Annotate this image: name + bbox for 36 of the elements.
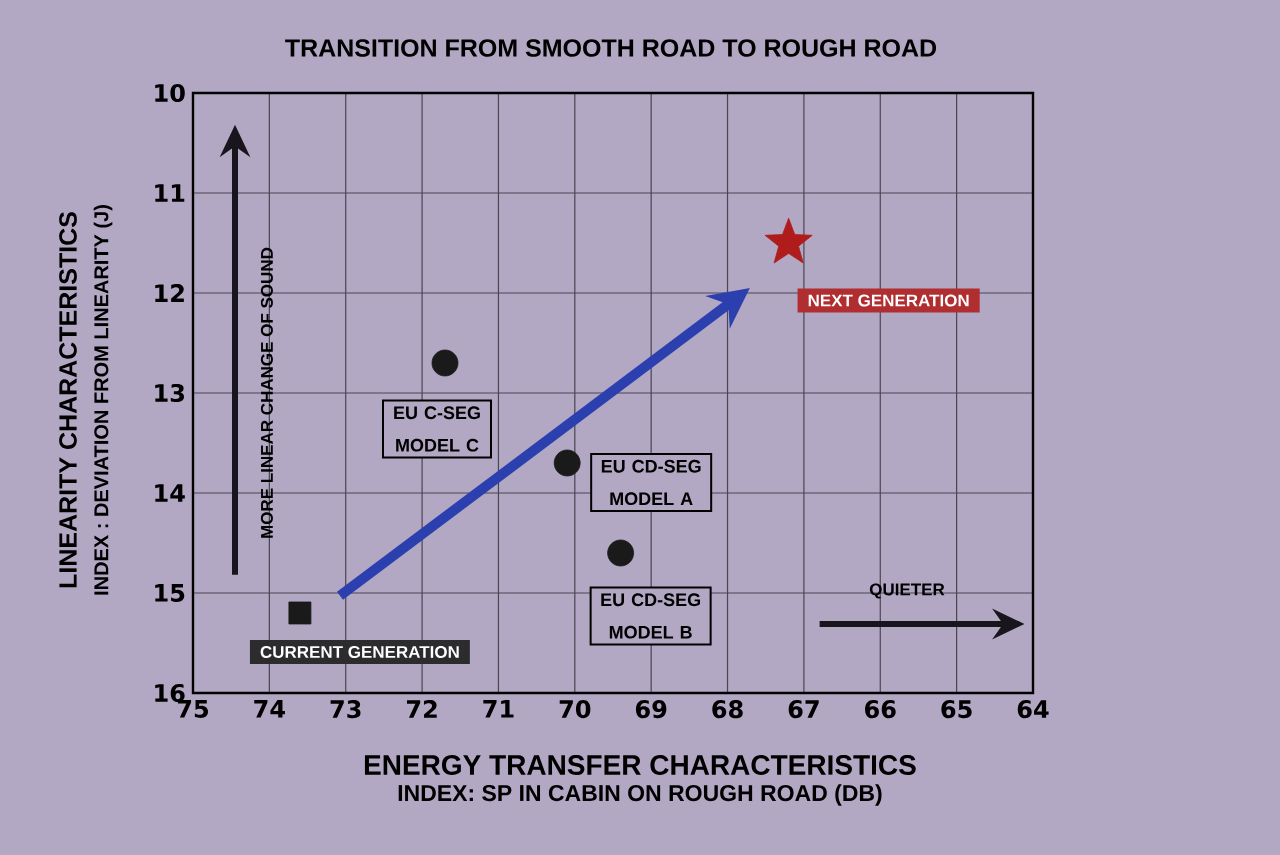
annotation: QUIETER [869,583,945,599]
x-tick-label: 66 [865,700,896,719]
text: INDEX: SP IN CABIN ON ROUGH ROAD (DB) [398,784,882,806]
text: INDEX : DEVIATION FROM LINEARITY (J) [93,205,113,595]
point [764,217,813,264]
x-tick-label: 75 [177,700,209,718]
y-tick-label: 10 [155,83,185,103]
y-tick-label: 15 [155,584,185,602]
annotation: MORE LINEAR CHANGE OF SOUND [260,247,273,538]
legend-label: EU CD-SEG MODEL A [601,459,701,506]
point [431,349,459,377]
x-tick-label: 73 [330,700,361,719]
point [607,539,635,567]
chart-title: TRANSITION FROM SMOOTH ROAD TO ROUGH ROAD [285,39,937,57]
x-tick-label: 67 [788,700,819,719]
point [553,449,581,477]
x-tick-label: 70 [559,700,591,719]
y-axis-title: LINEARITY CHARACTERISTICS [59,212,77,588]
x-tick-label: 64 [1017,700,1049,719]
x-tick-label: 72 [406,700,437,718]
series-label: EU CD-SEG MODEL B [601,593,701,639]
x-tick-label: 68 [712,700,743,719]
text: CURRENT GENERATION [260,645,459,658]
x-tick-label: 71 [483,700,514,718]
y-tick-label: 16 [155,683,185,703]
y-tick-label: 13 [155,383,185,403]
series-label: NEXT GENERATION [808,294,969,307]
text: EU C-SEG MODEL C [394,406,480,452]
y-tick-label: 12 [155,284,184,302]
x-tick-label: 69 [635,700,667,719]
y-tick-label: 14 [155,484,185,502]
x-axis-title: ENERGY TRANSFER CHARACTERISTICS [364,755,916,775]
point [288,601,312,625]
y-tick-label: 11 [155,184,185,202]
x-tick-label: 74 [254,700,285,718]
x-tick-label: 65 [941,700,972,719]
